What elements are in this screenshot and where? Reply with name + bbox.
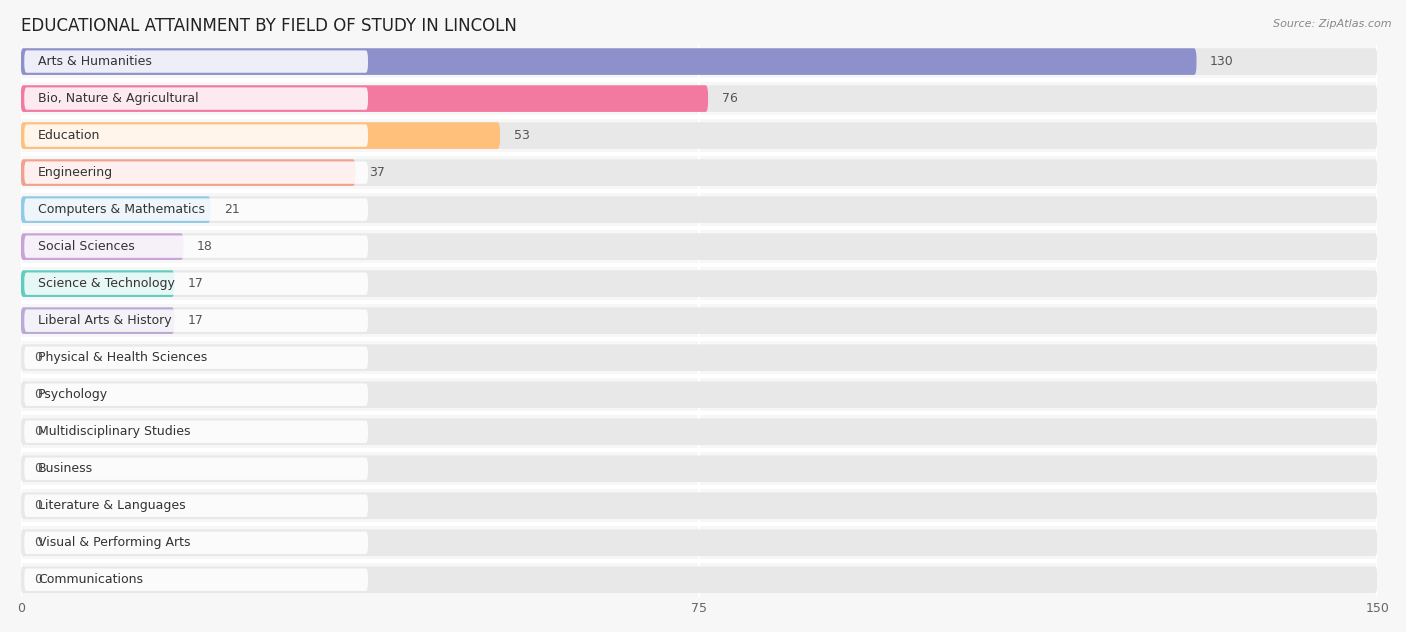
FancyBboxPatch shape — [24, 310, 368, 332]
FancyBboxPatch shape — [21, 85, 1378, 112]
FancyBboxPatch shape — [21, 566, 1378, 593]
FancyBboxPatch shape — [24, 51, 368, 73]
FancyBboxPatch shape — [21, 197, 211, 223]
FancyBboxPatch shape — [21, 492, 1378, 519]
Text: Communications: Communications — [38, 573, 143, 586]
FancyBboxPatch shape — [24, 125, 368, 147]
Text: Science & Technology: Science & Technology — [38, 277, 174, 290]
Text: 76: 76 — [721, 92, 738, 105]
FancyBboxPatch shape — [24, 420, 368, 443]
FancyBboxPatch shape — [21, 48, 1378, 75]
Text: Business: Business — [38, 462, 93, 475]
FancyBboxPatch shape — [21, 307, 174, 334]
Text: Engineering: Engineering — [38, 166, 112, 179]
Text: 0: 0 — [34, 351, 42, 364]
FancyBboxPatch shape — [24, 161, 368, 184]
FancyBboxPatch shape — [21, 381, 1378, 408]
FancyBboxPatch shape — [24, 87, 368, 110]
FancyBboxPatch shape — [21, 456, 1378, 482]
Text: 0: 0 — [34, 388, 42, 401]
FancyBboxPatch shape — [21, 418, 1378, 445]
Text: 37: 37 — [368, 166, 385, 179]
FancyBboxPatch shape — [24, 272, 368, 295]
FancyBboxPatch shape — [21, 85, 709, 112]
FancyBboxPatch shape — [24, 458, 368, 480]
Text: 0: 0 — [34, 425, 42, 438]
FancyBboxPatch shape — [24, 384, 368, 406]
FancyBboxPatch shape — [21, 270, 1378, 297]
Text: 17: 17 — [188, 314, 204, 327]
Text: Physical & Health Sciences: Physical & Health Sciences — [38, 351, 207, 364]
Text: 130: 130 — [1211, 55, 1234, 68]
FancyBboxPatch shape — [21, 233, 1378, 260]
FancyBboxPatch shape — [21, 270, 174, 297]
Text: Multidisciplinary Studies: Multidisciplinary Studies — [38, 425, 190, 438]
FancyBboxPatch shape — [24, 346, 368, 369]
FancyBboxPatch shape — [21, 233, 183, 260]
FancyBboxPatch shape — [21, 48, 1197, 75]
Text: Bio, Nature & Agricultural: Bio, Nature & Agricultural — [38, 92, 198, 105]
FancyBboxPatch shape — [24, 532, 368, 554]
FancyBboxPatch shape — [21, 122, 1378, 149]
FancyBboxPatch shape — [21, 122, 501, 149]
Text: Computers & Mathematics: Computers & Mathematics — [38, 203, 205, 216]
Text: EDUCATIONAL ATTAINMENT BY FIELD OF STUDY IN LINCOLN: EDUCATIONAL ATTAINMENT BY FIELD OF STUDY… — [21, 16, 516, 35]
Text: 21: 21 — [224, 203, 240, 216]
Text: Social Sciences: Social Sciences — [38, 240, 135, 253]
FancyBboxPatch shape — [24, 494, 368, 517]
FancyBboxPatch shape — [24, 569, 368, 591]
Text: Visual & Performing Arts: Visual & Performing Arts — [38, 536, 190, 549]
Text: Source: ZipAtlas.com: Source: ZipAtlas.com — [1274, 19, 1392, 29]
Text: 53: 53 — [513, 129, 530, 142]
FancyBboxPatch shape — [21, 344, 1378, 371]
FancyBboxPatch shape — [21, 159, 356, 186]
FancyBboxPatch shape — [21, 530, 1378, 556]
Text: 0: 0 — [34, 573, 42, 586]
FancyBboxPatch shape — [24, 236, 368, 258]
Text: 0: 0 — [34, 536, 42, 549]
Text: Psychology: Psychology — [38, 388, 108, 401]
FancyBboxPatch shape — [21, 307, 1378, 334]
Text: 0: 0 — [34, 462, 42, 475]
FancyBboxPatch shape — [21, 197, 1378, 223]
Text: Literature & Languages: Literature & Languages — [38, 499, 186, 512]
Text: Liberal Arts & History: Liberal Arts & History — [38, 314, 172, 327]
FancyBboxPatch shape — [21, 159, 1378, 186]
FancyBboxPatch shape — [24, 198, 368, 221]
Text: Education: Education — [38, 129, 100, 142]
Text: 18: 18 — [197, 240, 212, 253]
Text: Arts & Humanities: Arts & Humanities — [38, 55, 152, 68]
Text: 0: 0 — [34, 499, 42, 512]
Text: 17: 17 — [188, 277, 204, 290]
